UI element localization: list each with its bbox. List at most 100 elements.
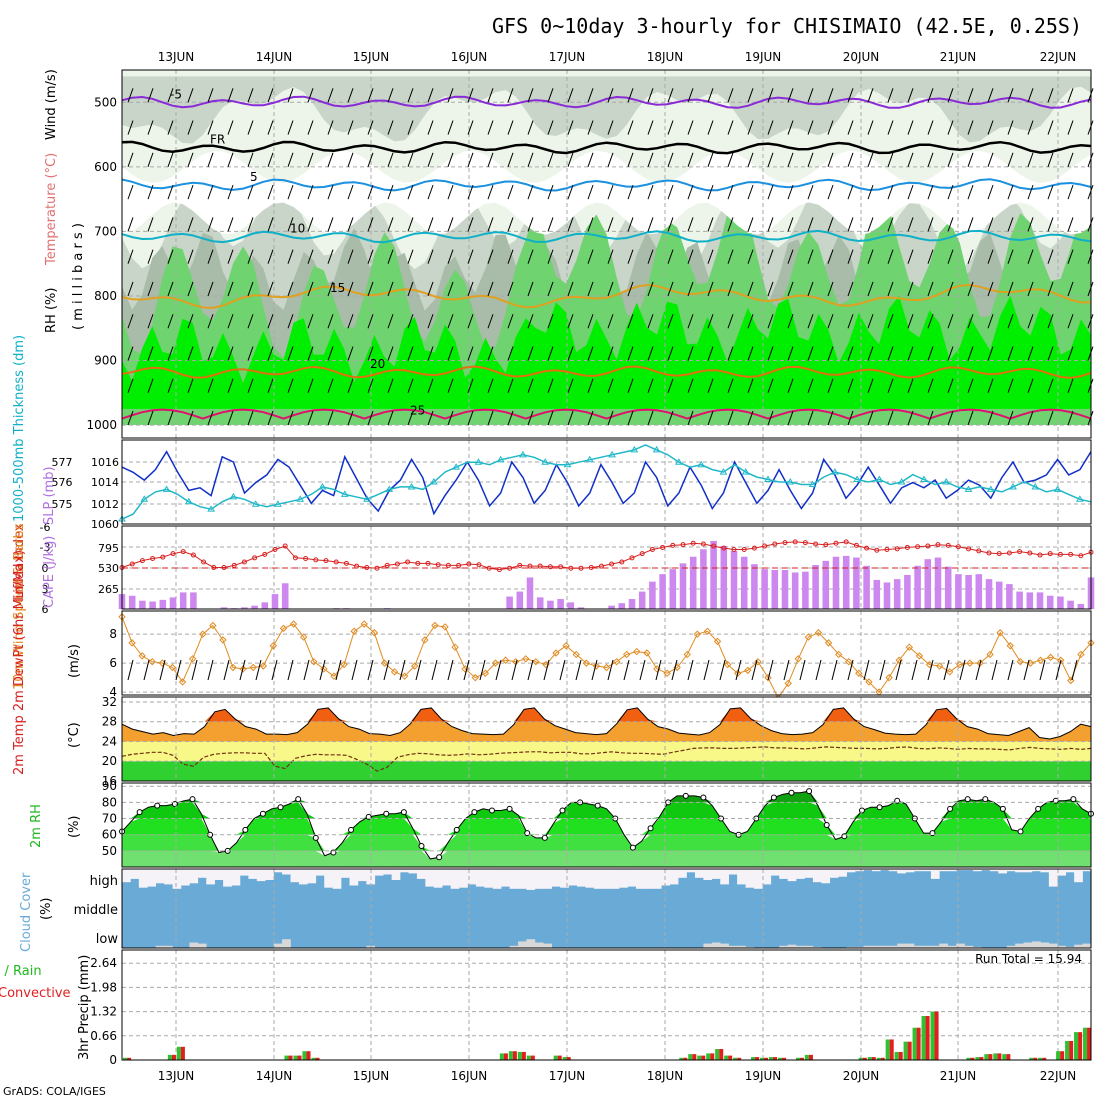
y-tick-label: 6 bbox=[109, 656, 117, 670]
wind-barb bbox=[1047, 152, 1054, 168]
low-cloud-bar bbox=[787, 944, 797, 948]
precip-total-bar bbox=[724, 1055, 729, 1060]
rh-shade-band bbox=[122, 818, 1091, 835]
precip-total-bar bbox=[1029, 1057, 1034, 1060]
wind-barb bbox=[1067, 281, 1074, 297]
wind-barb bbox=[255, 659, 262, 681]
precip-total-bar bbox=[302, 1051, 307, 1060]
precip-total-bar bbox=[526, 1055, 531, 1060]
wind-barb bbox=[967, 217, 974, 232]
wind-barb bbox=[907, 410, 914, 426]
wind-barb bbox=[407, 249, 414, 264]
wind-point bbox=[764, 673, 772, 682]
wind-barb bbox=[1067, 88, 1074, 103]
wind-barb bbox=[947, 120, 954, 135]
wind-barb bbox=[567, 88, 574, 103]
low-cloud-bar bbox=[164, 945, 173, 948]
wind-barb bbox=[547, 88, 554, 103]
cape-bar bbox=[1016, 591, 1023, 609]
high-cloud-gap bbox=[273, 869, 283, 873]
wind-barb bbox=[147, 281, 154, 297]
panel-frame bbox=[121, 868, 1092, 949]
wind-barb bbox=[191, 659, 198, 681]
high-cloud-gap bbox=[602, 869, 612, 889]
y-tick-label: 530 bbox=[98, 562, 119, 575]
wind-barb bbox=[287, 184, 294, 200]
wind-barb bbox=[167, 184, 174, 200]
wind-barb bbox=[507, 346, 514, 361]
high-cloud-gap bbox=[593, 869, 603, 889]
wind-barb bbox=[247, 281, 254, 297]
wind-barb bbox=[927, 217, 934, 232]
wind-barb bbox=[407, 410, 414, 426]
wind-barb bbox=[767, 152, 774, 168]
wind-barb bbox=[587, 410, 594, 426]
wind-point bbox=[209, 621, 217, 630]
cape-bar bbox=[536, 597, 544, 609]
wind-barb bbox=[327, 88, 334, 103]
wind-barb bbox=[327, 281, 334, 297]
low-cloud-bar bbox=[703, 943, 713, 948]
wind-barb bbox=[507, 120, 514, 135]
wind-barb bbox=[147, 120, 154, 135]
precip-conv-bar bbox=[503, 1053, 508, 1060]
wind-barb bbox=[767, 88, 774, 103]
low-cloud-bar bbox=[914, 945, 923, 948]
high-cloud-gap bbox=[762, 869, 772, 885]
wind-barb bbox=[207, 249, 214, 264]
lifted-point bbox=[252, 555, 258, 561]
y-tick-label: 60 bbox=[102, 828, 117, 842]
wind-barb bbox=[787, 249, 794, 264]
wind-barb bbox=[347, 88, 354, 103]
precip-total-bar bbox=[894, 1051, 899, 1060]
wind-barb bbox=[207, 152, 214, 168]
top-day-tick: 21JUN bbox=[940, 50, 977, 64]
high-cloud-gap bbox=[964, 869, 974, 871]
wind-barb bbox=[267, 314, 274, 329]
isotherm-label: 5 bbox=[250, 170, 258, 184]
wind-point bbox=[794, 655, 802, 663]
cape-bar bbox=[557, 599, 564, 609]
precip-conv-bar bbox=[306, 1051, 311, 1060]
slp-thickness-panel: 577 576 575 1016 1014 1012 1060 bbox=[52, 439, 1092, 531]
wind-barb bbox=[327, 410, 334, 426]
high-cloud-gap bbox=[897, 869, 906, 874]
temperature-panel-label: 2m Temp 2m DewPt (6hr Min/Max) bbox=[12, 550, 27, 775]
wind-barb bbox=[427, 152, 434, 168]
wind-barb bbox=[367, 410, 374, 426]
precip-total-bar bbox=[1065, 1040, 1070, 1060]
wind-point bbox=[259, 662, 268, 670]
thickness-marker bbox=[942, 478, 951, 485]
wind-barb bbox=[947, 152, 954, 168]
cape-bar bbox=[710, 540, 717, 609]
wind-barb bbox=[907, 184, 914, 200]
top-day-tick: 16JUN bbox=[451, 50, 488, 64]
wind-barb bbox=[1007, 217, 1014, 232]
low-cloud-bar bbox=[282, 939, 291, 948]
wind-point bbox=[1067, 676, 1075, 685]
wind-barb bbox=[427, 217, 434, 232]
cape-bar bbox=[904, 574, 911, 609]
high-cloud-gap bbox=[433, 869, 443, 888]
wind-barb bbox=[407, 378, 414, 393]
wind-barb bbox=[347, 281, 354, 297]
wind-barb bbox=[707, 88, 714, 103]
wind-barb bbox=[831, 659, 838, 681]
high-cloud-gap bbox=[400, 869, 409, 873]
cape-bar bbox=[893, 579, 901, 609]
wind-barb bbox=[287, 281, 294, 297]
low-cloud-bar bbox=[1040, 942, 1050, 948]
wind-barb bbox=[247, 249, 254, 264]
wind-barb bbox=[427, 378, 434, 393]
high-cloud-gap bbox=[1015, 869, 1024, 873]
thickness-marker bbox=[875, 475, 884, 483]
wind-barb bbox=[267, 281, 274, 297]
precip-conv-bar bbox=[934, 1011, 939, 1060]
wind-barb bbox=[787, 217, 794, 232]
wind-barb bbox=[427, 281, 434, 297]
wind-point bbox=[935, 662, 944, 670]
wind-barb bbox=[887, 217, 894, 232]
wind-barb bbox=[167, 410, 174, 426]
high-cloud-gap bbox=[315, 869, 325, 876]
